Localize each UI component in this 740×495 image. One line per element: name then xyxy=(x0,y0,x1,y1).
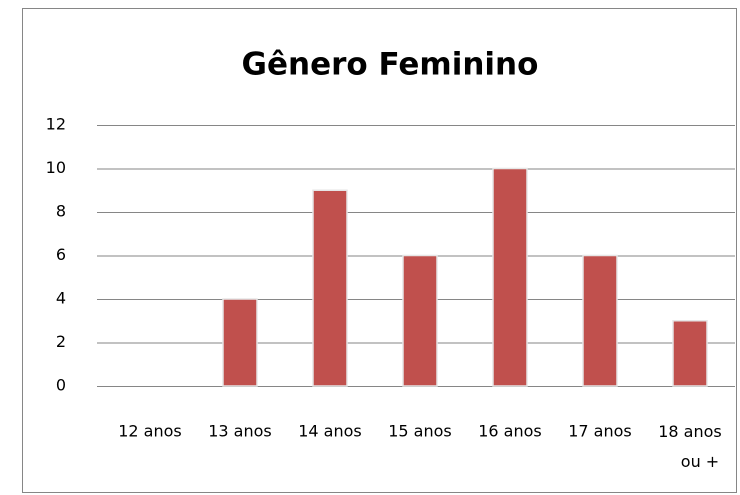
x-tick-label: 17 anos xyxy=(568,422,632,441)
chart-title: Gênero Feminino xyxy=(242,47,539,83)
chart-border xyxy=(22,8,737,493)
y-tick-label: 8 xyxy=(56,202,66,221)
x-tick-label: 13 anos xyxy=(208,422,272,441)
bar xyxy=(402,254,438,387)
x-tick-label: 14 anos xyxy=(298,422,362,441)
x-tick-label: 16 anos xyxy=(478,422,542,441)
x-tick-label: 18 anos ou + xyxy=(658,422,722,471)
y-tick-label: 0 xyxy=(56,376,66,395)
bar xyxy=(222,298,258,387)
y-tick-label: 2 xyxy=(56,332,66,351)
bar xyxy=(312,189,348,387)
x-tick-label: 12 anos xyxy=(118,422,182,441)
y-tick-label: 4 xyxy=(56,289,66,308)
bar xyxy=(582,254,618,387)
y-tick-label: 10 xyxy=(46,158,66,177)
y-tick-label: 6 xyxy=(56,245,66,264)
bar xyxy=(672,320,708,387)
x-tick-label: 15 anos xyxy=(388,422,452,441)
y-tick-label: 12 xyxy=(46,115,66,134)
bar xyxy=(492,167,528,387)
